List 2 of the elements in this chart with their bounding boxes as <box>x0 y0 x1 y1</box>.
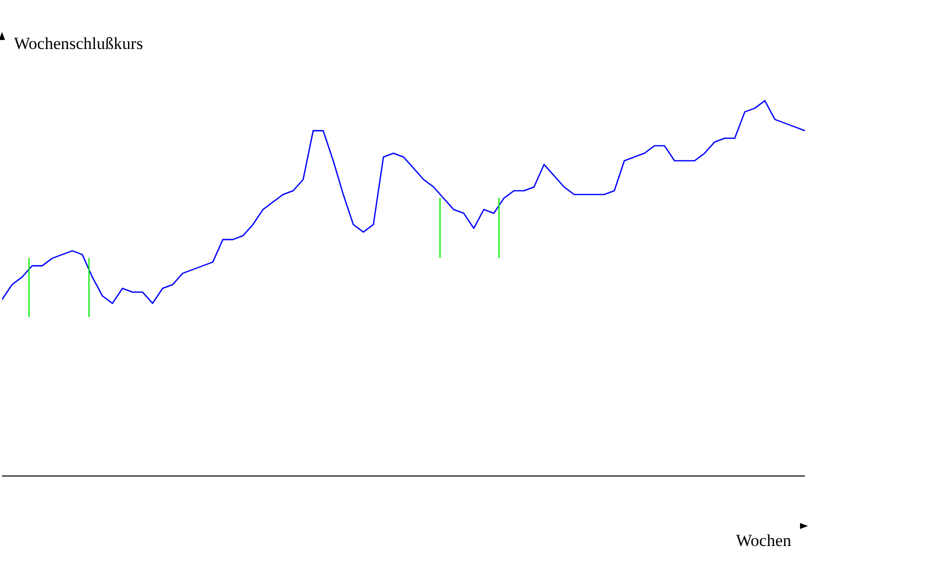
x-axis-title: Wochen <box>736 531 792 551</box>
y-axis-title: Wochenschlußkurs <box>14 34 143 54</box>
